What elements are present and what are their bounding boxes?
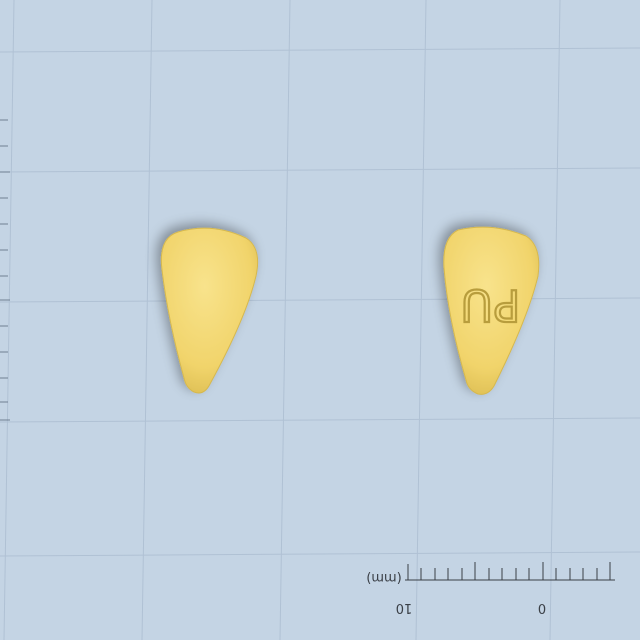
scale-unit-label: (mm) [366, 570, 401, 585]
scale-ruler: (mm) 10 0 [366, 562, 615, 615]
tablet-back: PU [443, 226, 540, 395]
scale-label-10: 10 [396, 600, 413, 615]
tablet-imprint: PU [460, 279, 521, 330]
scale-ticks [407, 562, 611, 580]
tablet-front [160, 227, 259, 394]
left-ruler-ticks [0, 119, 10, 421]
scale-label-0: 0 [538, 600, 546, 615]
tablet-front-body [160, 227, 259, 394]
tablet-back-body [443, 226, 540, 395]
